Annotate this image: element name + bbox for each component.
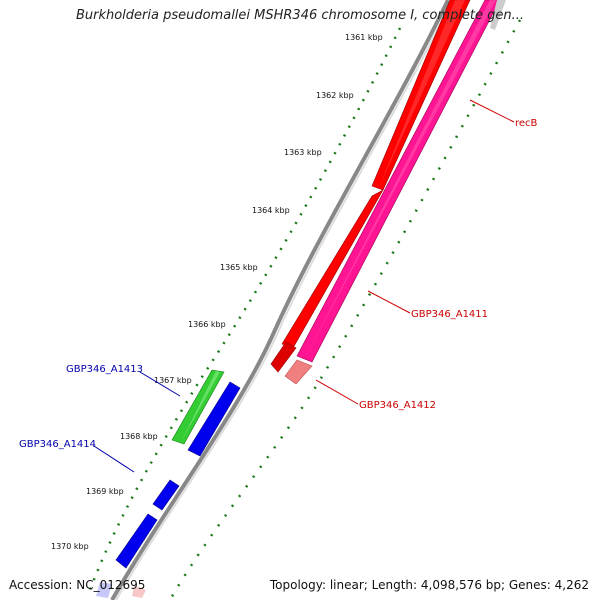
gene-label-GBP346_A1412[interactable]: GBP346_A1412 [359,400,436,411]
gene-GBP346_A1413[interactable] [171,369,225,445]
scale-track-dots [88,27,402,591]
scale-label: 1368 kbp [120,432,158,441]
gene-label-GBP346_A1411[interactable]: GBP346_A1411 [411,309,488,320]
accession-label: Accession: NC_012695 [9,578,146,592]
scale-label: 1364 kbp [252,206,290,215]
map-title: Burkholderia pseudomallei MSHR346 chromo… [75,8,525,23]
leader-GBP346_A1412 [315,379,359,405]
leader-GBP346_A1413 [139,371,181,397]
scale-label: 1361 kbp [345,33,383,42]
gene-recB[interactable] [371,0,471,191]
chromosome-backbone-shadow [115,0,453,601]
leader-recB [469,99,515,123]
scale-label: 1366 kbp [188,320,226,329]
gene-blue-lower[interactable] [115,513,158,569]
gene-GBP346_A1412[interactable] [284,359,313,385]
topology-summary: Topology: linear; Length: 4,098,576 bp; … [269,578,589,592]
leader-GBP346_A1414 [93,445,135,473]
gene-label-recB[interactable]: recB [515,118,538,129]
outer-track-dots [168,19,522,601]
partial-gene-bottom-blue [96,582,112,598]
scale-labels: 1361 kbp 1362 kbp 1363 kbp 1364 kbp 1365 kbp… [51,33,383,551]
scale-label: 1369 kbp [86,487,124,496]
gene-GBP346_A1411-pink[interactable] [296,0,501,363]
gene-label-GBP346_A1414[interactable]: GBP346_A1414 [19,439,96,450]
gene-blue-small[interactable] [152,479,180,511]
scale-label: 1362 kbp [316,91,354,100]
gene-GBP346_A1411-red[interactable] [270,189,384,373]
partial-gene-top [490,0,506,30]
scale-label: 1365 kbp [220,263,258,272]
scale-label: 1363 kbp [284,148,322,157]
gene-label-GBP346_A1413[interactable]: GBP346_A1413 [66,364,143,375]
leader-GBP346_A1411 [367,290,411,314]
chromosome-backbone [110,0,450,602]
partial-gene-bottom-pink [132,586,146,598]
scale-label: 1367 kbp [154,376,192,385]
scale-label: 1370 kbp [51,542,89,551]
gene-GBP346_A1414-blue1[interactable] [187,381,241,457]
